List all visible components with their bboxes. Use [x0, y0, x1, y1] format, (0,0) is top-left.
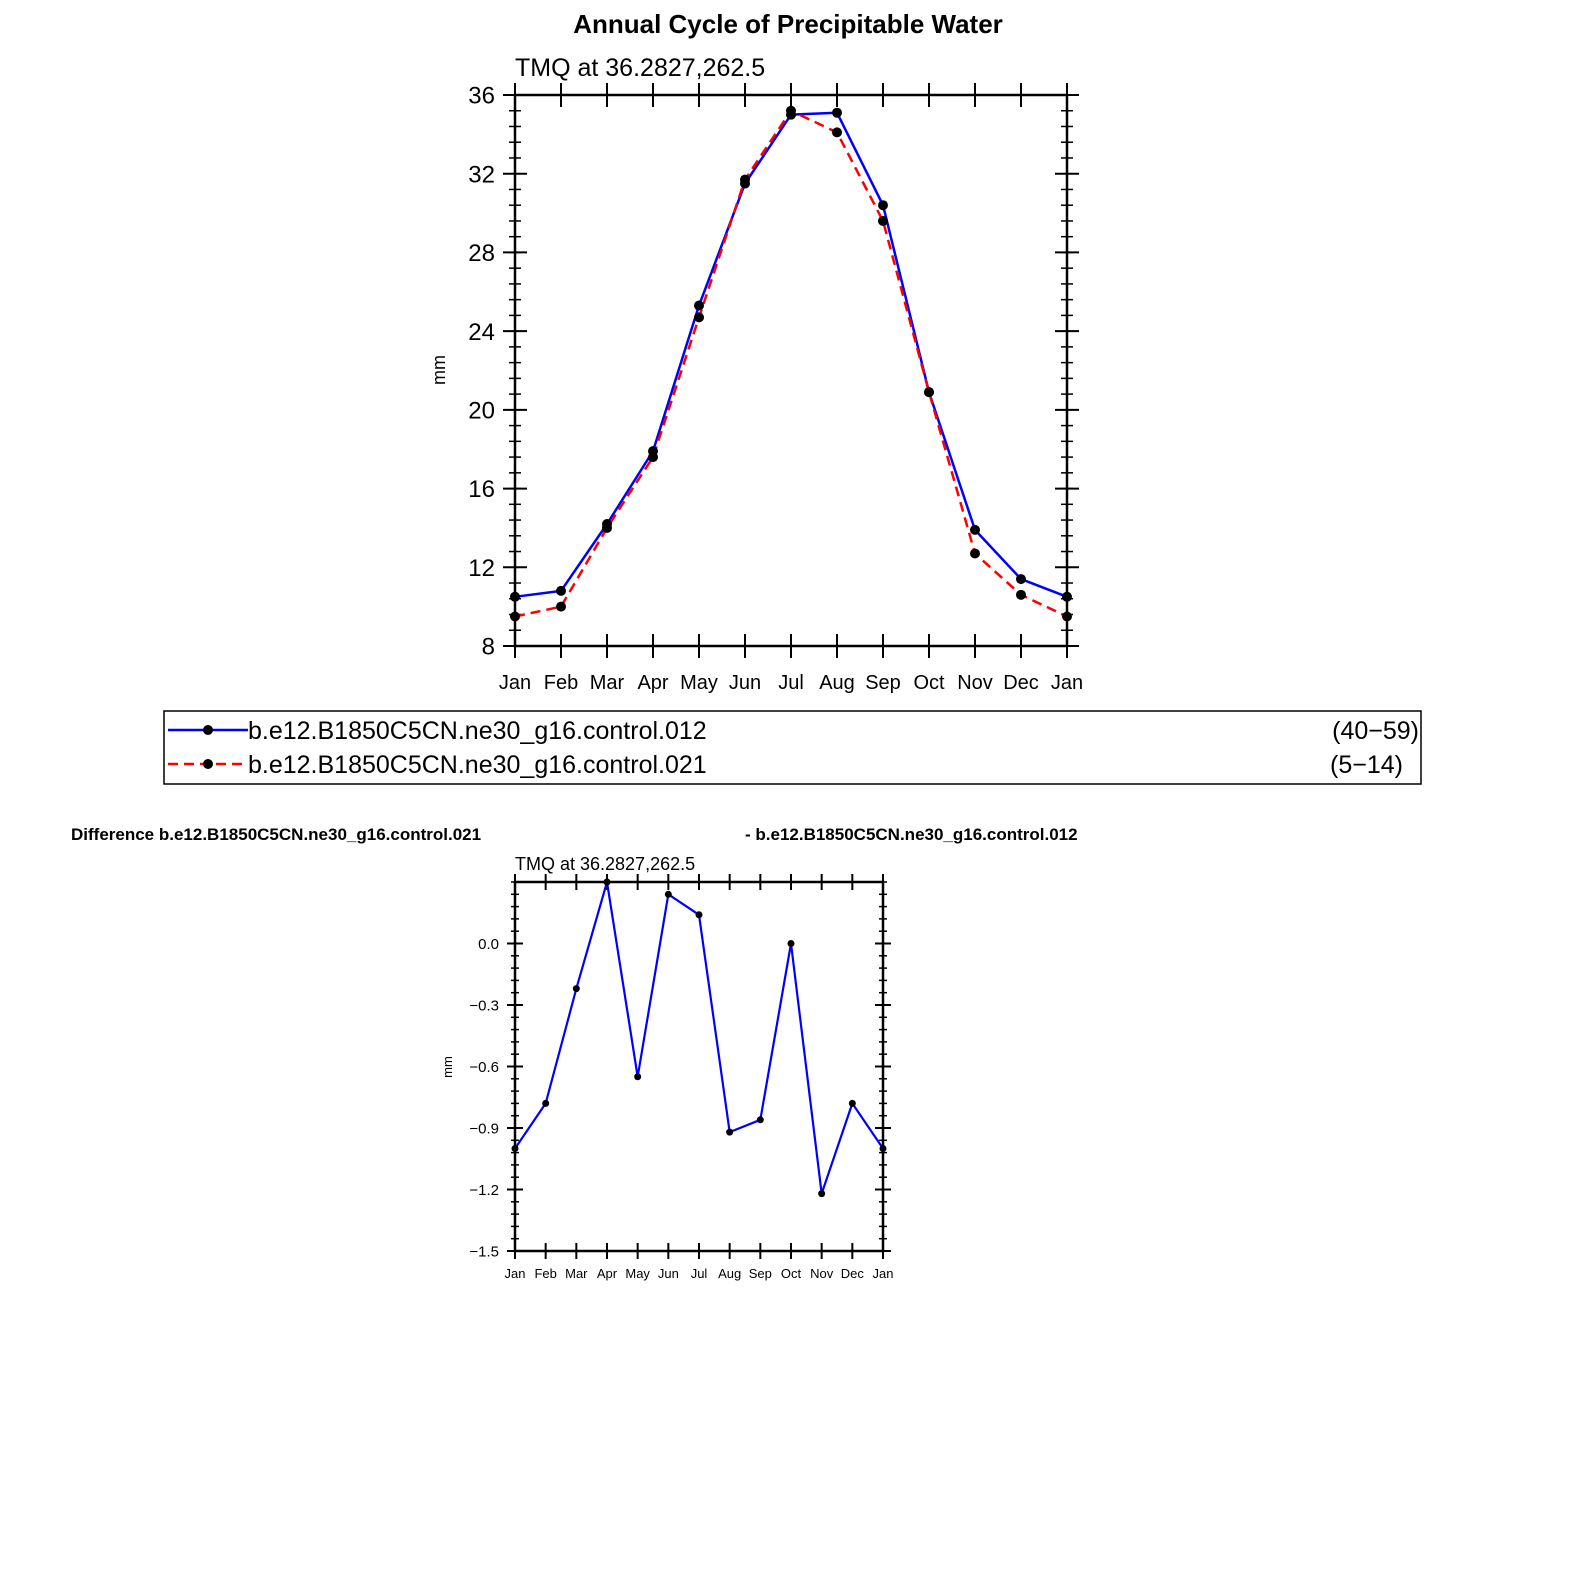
series-1-marker [848, 1099, 856, 1107]
x-tick-label: Jul [691, 1266, 708, 1281]
y-tick-label: 0.0 [478, 936, 499, 953]
plot2-ylabel: mm [440, 1056, 455, 1078]
plot1-frame [513, 93, 1069, 648]
x-tick-label: Oct [913, 672, 945, 694]
difference-plot: TMQ at 36.2827,262.5 mm Jan Feb Mar Apr May J… [440, 854, 893, 1281]
x-tick-label: May [680, 672, 718, 694]
y-tick-label: −1.2 [469, 1182, 499, 1199]
series-1-marker [695, 911, 703, 919]
series-2-marker [970, 548, 980, 559]
series-1-marker [787, 940, 795, 947]
legend-years-1: (40−59) [1332, 717, 1419, 745]
x-tick-label: Jan [873, 1266, 894, 1281]
x-tick-label: Dec [841, 1266, 865, 1281]
legend-label-1: b.e12.B1850C5CN.ne30_g16.control.012 [248, 717, 707, 745]
x-tick-label: Jan [499, 672, 531, 694]
y-tick-label: 24 [468, 319, 495, 346]
x-tick-label: May [625, 1266, 650, 1281]
series-2-marker [648, 452, 658, 463]
y-tick-label: −0.6 [469, 1059, 499, 1076]
series-1-marker [694, 300, 704, 311]
x-tick-label: Sep [865, 672, 901, 694]
x-tick-label: Aug [718, 1266, 741, 1281]
legend-marker-blue [203, 725, 213, 735]
x-tick-label: Jan [1051, 672, 1083, 694]
series-line-1 [514, 880, 884, 1195]
series-1-marker [556, 585, 566, 596]
y-tick-label: −0.9 [469, 1120, 499, 1137]
diff-title-left: Difference b.e12.B1850C5CN.ne30_g16.cont… [71, 825, 481, 844]
x-tick-label: Jul [778, 672, 804, 694]
series-1-marker [542, 1099, 550, 1107]
legend: b.e12.B1850C5CN.ne30_g16.control.012 (40… [163, 710, 1422, 785]
plot1-subtitle: TMQ at 36.2827,262.5 [515, 54, 765, 82]
x-tick-label: Jun [729, 672, 761, 694]
x-tick-label: Feb [544, 672, 578, 694]
series-1-marker [878, 200, 888, 211]
y-tick-label: −0.3 [469, 997, 499, 1014]
series-line-1 [514, 111, 1068, 599]
y-tick-label: 36 [468, 83, 495, 110]
legend-label-2: b.e12.B1850C5CN.ne30_g16.control.021 [248, 751, 707, 779]
plot1-ylabel: mm [429, 355, 449, 385]
x-tick-label: Mar [565, 1266, 588, 1281]
annual-cycle-plot: TMQ at 36.2827,262.5 mm Jan Feb Mar Apr May J… [429, 54, 1083, 694]
series-2-marker [740, 174, 750, 185]
x-tick-label: Nov [810, 1266, 834, 1281]
x-tick-label: Jan [505, 1266, 526, 1281]
legend-years-2: (5−14) [1330, 751, 1403, 779]
plot2-subtitle: TMQ at 36.2827,262.5 [515, 854, 695, 874]
diff-title-right: - b.e12.B1850C5CN.ne30_g16.control.012 [745, 825, 1078, 844]
series-1-marker [832, 107, 842, 118]
series-1-marker [1016, 574, 1026, 585]
series-2-marker [878, 215, 888, 226]
series-2-marker [786, 105, 796, 116]
series-1-marker [634, 1073, 642, 1081]
y-tick-label: 12 [468, 555, 495, 582]
x-tick-label: Oct [781, 1266, 802, 1281]
plot2-frame [513, 880, 885, 1253]
series-2-marker [1016, 589, 1026, 600]
x-tick-label: Jun [658, 1266, 679, 1281]
y-tick-label: 16 [468, 476, 495, 503]
figure-title: Annual Cycle of Precipitable Water [573, 9, 1003, 39]
y-tick-label: 28 [468, 240, 495, 267]
x-tick-label: Feb [534, 1266, 556, 1281]
series-2-marker [694, 312, 704, 323]
series-1-marker [664, 890, 672, 898]
x-tick-label: Sep [749, 1266, 772, 1281]
x-tick-label: Nov [957, 672, 993, 694]
y-tick-label: 32 [468, 161, 495, 188]
y-tick-label: 8 [482, 634, 495, 661]
series-2-marker [924, 387, 934, 398]
y-tick-label: 20 [468, 397, 495, 424]
series-1-marker [970, 524, 980, 535]
x-tick-label: Mar [590, 672, 625, 694]
x-tick-label: Aug [819, 672, 855, 694]
x-tick-label: Apr [597, 1266, 618, 1281]
series-1-marker [726, 1128, 734, 1136]
series-2-marker [556, 601, 566, 612]
x-tick-label: Dec [1003, 672, 1039, 694]
series-1-marker [572, 985, 580, 993]
series-1-marker [756, 1116, 764, 1124]
series-2-marker [832, 127, 842, 138]
series-1-marker [818, 1190, 826, 1198]
legend-box [163, 710, 1422, 785]
legend-marker-red [203, 759, 213, 769]
series-2-marker [602, 522, 612, 533]
y-tick-label: −1.5 [469, 1243, 499, 1260]
x-tick-label: Apr [637, 672, 668, 694]
